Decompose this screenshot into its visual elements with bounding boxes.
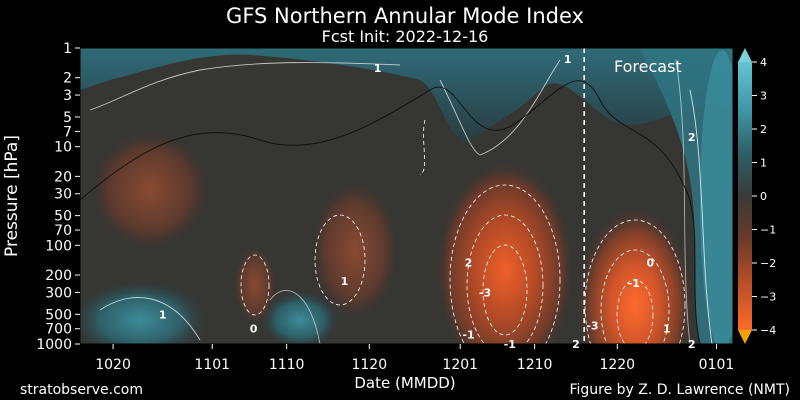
contour-label: 1: [341, 275, 349, 288]
plot-area: [80, 48, 733, 344]
negative-region-dec-late: [575, 205, 695, 344]
y-tick-label: 30: [54, 187, 72, 203]
contour-label: -3: [586, 320, 598, 333]
y-tick-label: 3: [63, 88, 72, 104]
negative-region-nov-early: [233, 245, 277, 325]
colorbar-tick-label: 3: [760, 90, 767, 103]
y-tick-label: 10: [54, 140, 72, 156]
x-axis-label: Date (MMDD): [354, 374, 455, 392]
positive-region-lowleft: [80, 280, 210, 344]
contour-labels: 1 0 1 1 2 -3 -1 -1 1 2 -3 -1 0 1 2 2: [159, 53, 696, 351]
colorbar-body: [738, 62, 752, 330]
contour-label: 2: [688, 338, 696, 351]
colorbar-extend-max: [738, 48, 752, 62]
plot-frame: [79, 47, 734, 345]
contour-label: 1: [564, 53, 572, 66]
y-tick-label: 20: [54, 169, 72, 185]
footer-credit: Figure by Z. D. Lawrence (NMT): [569, 382, 790, 398]
x-tick-label: 1210: [517, 357, 553, 373]
contour-label: 1: [374, 62, 382, 75]
chart-title: GFS Northern Annular Mode Index: [226, 4, 584, 28]
contour-lines: [89, 59, 713, 344]
colorbar-tick-label: 2: [760, 123, 767, 136]
colorbar-tick-label: 0: [760, 190, 767, 203]
contour-label: -1: [462, 328, 474, 341]
x-tick-label: 1201: [442, 357, 478, 373]
contour-label: 2: [572, 338, 580, 351]
y-tick-label: 2: [63, 71, 72, 87]
positive-region-right-core: [700, 50, 733, 344]
contour-label: 2: [465, 257, 473, 270]
y-axis-label: Pressure [hPa]: [2, 135, 22, 257]
negative-region-nov: [310, 180, 400, 320]
contour-label: -1: [628, 277, 640, 290]
chart-subtitle: Fcst Init: 2022-12-16: [322, 27, 489, 46]
negative-contours: [240, 119, 686, 344]
x-tick-label: 1110: [269, 357, 305, 373]
positive-region-lowmid: [260, 290, 340, 344]
y-tick-label: 70: [54, 223, 72, 239]
y-tick-label: 200: [45, 268, 72, 284]
contour-label: -3: [479, 286, 491, 299]
footer-site: stratobserve.com: [20, 382, 143, 398]
x-tick-label: 1120: [351, 357, 387, 373]
x-tick-label: 1101: [194, 357, 230, 373]
contour-label: 2: [688, 131, 696, 144]
y-tick-label: 1: [63, 41, 72, 57]
colorbar-tick-label: −4: [760, 324, 776, 337]
colorbar-tick-label: −1: [760, 224, 776, 237]
y-tick-label: 700: [45, 322, 72, 338]
y-tick-label: 7: [63, 124, 72, 140]
x-axis: 1020 1101 1110 1120 1201 1210 1220 0101: [95, 344, 734, 373]
y-tick-label: 500: [45, 307, 72, 323]
x-tick-label: 0101: [699, 357, 735, 373]
colorbar-tick-label: −2: [760, 257, 776, 270]
zero-contours: [80, 80, 701, 344]
x-tick-label: 1020: [95, 357, 131, 373]
contour-label: 0: [250, 323, 258, 336]
colorbar: 4 3 2 1 0 −1 −2 −3 −4: [738, 48, 776, 344]
colorbar-tick-label: −3: [760, 291, 776, 304]
contour-label: -1: [504, 338, 516, 351]
positive-region-upper: [80, 48, 733, 142]
y-tick-label: 5: [63, 110, 72, 126]
y-tick-label: 1000: [36, 337, 72, 353]
contour-label: 1: [159, 308, 167, 321]
negative-region-oct: [90, 130, 210, 250]
y-tick-label: 300: [45, 285, 72, 301]
y-tick-label: 50: [54, 209, 72, 225]
forecast-label: Forecast: [614, 57, 682, 76]
colorbar-extend-min: [738, 330, 752, 344]
colorbar-tick-label: 1: [760, 157, 767, 170]
contour-label: 1: [663, 323, 671, 336]
x-tick-label: 1220: [599, 357, 635, 373]
colorbar-tick-label: 4: [760, 56, 767, 69]
y-tick-label: 100: [45, 238, 72, 254]
contour-label: 0: [647, 257, 655, 270]
